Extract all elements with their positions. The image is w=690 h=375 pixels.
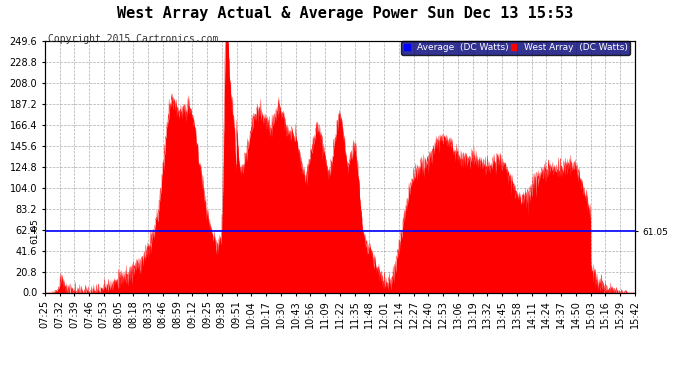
- Text: 61.05: 61.05: [30, 218, 39, 244]
- Text: West Array Actual & Average Power Sun Dec 13 15:53: West Array Actual & Average Power Sun De…: [117, 6, 573, 21]
- Text: Copyright 2015 Cartronics.com: Copyright 2015 Cartronics.com: [48, 34, 219, 44]
- Legend: Average  (DC Watts), West Array  (DC Watts): Average (DC Watts), West Array (DC Watts…: [402, 41, 630, 55]
